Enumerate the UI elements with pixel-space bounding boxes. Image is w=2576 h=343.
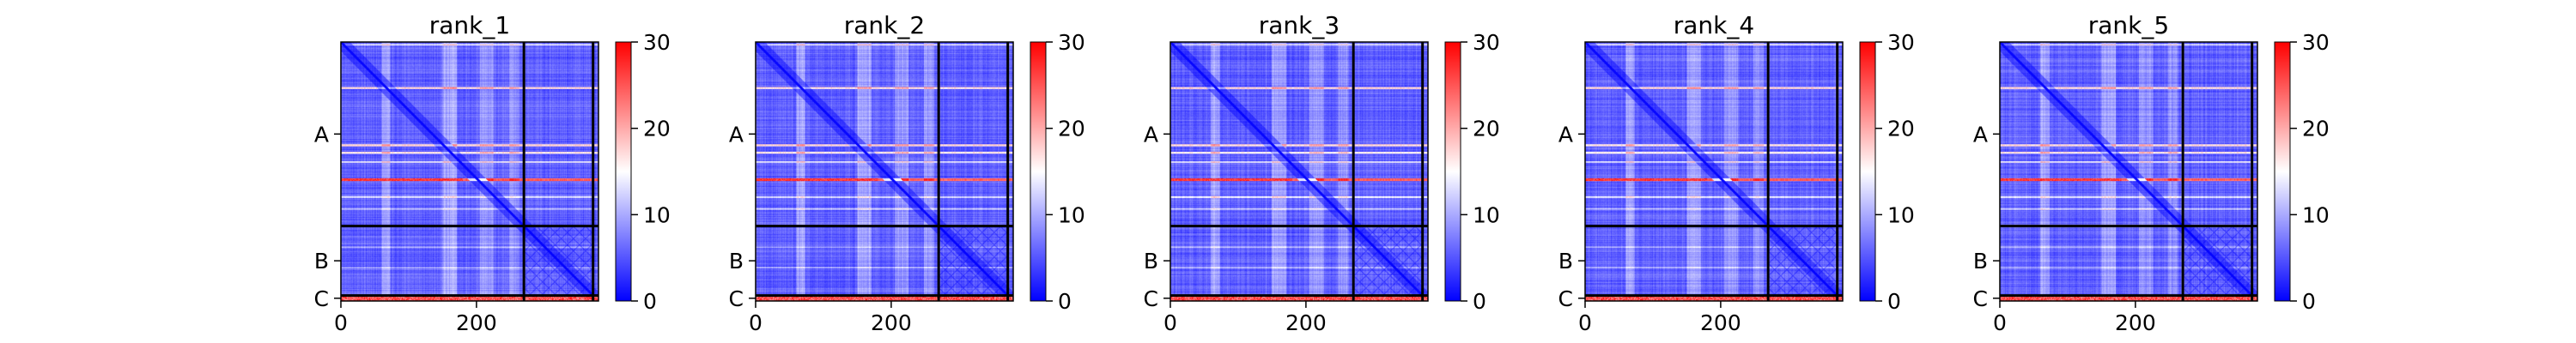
panel-title: rank_2 (844, 11, 925, 39)
colorbar-tick-label: 0 (1473, 289, 1486, 314)
chain-label: B (1973, 249, 1988, 274)
colorbar-tick-label: 30 (643, 30, 671, 55)
colorbar-tick-label: 30 (2302, 30, 2330, 55)
chain-label: A (1144, 122, 1158, 147)
plot-frame (1999, 41, 2258, 302)
chain-label: B (729, 249, 744, 274)
colorbar (1859, 41, 1876, 302)
chain-label: C (729, 286, 744, 311)
colorbar-tick-label: 20 (1473, 117, 1500, 141)
chain-label: A (314, 122, 329, 147)
x-tick-label: 0 (1993, 310, 2007, 335)
colorbar (1444, 41, 1461, 302)
colorbar-tick-label: 20 (2302, 117, 2330, 141)
panel-title: rank_5 (2088, 11, 2169, 39)
colorbar-tick-label: 20 (1887, 117, 1915, 141)
x-tick-label: 200 (2115, 310, 2156, 335)
colorbar-tick-label: 20 (643, 117, 671, 141)
plot-frame (755, 41, 1014, 302)
colorbar-tick-label: 10 (2302, 202, 2330, 227)
colorbar-tick-label: 0 (1887, 289, 1901, 314)
colorbar-tick-label: 10 (1473, 202, 1500, 227)
chain-label: A (729, 122, 744, 147)
chain-label: C (1558, 286, 1573, 311)
pae-heatmap (1170, 42, 1428, 301)
pae-heatmap (2000, 42, 2257, 301)
panel-title: rank_4 (1674, 11, 1754, 39)
chain-label: C (314, 286, 329, 311)
colorbar-tick-label: 30 (1058, 30, 1085, 55)
pae-heatmap (756, 42, 1013, 301)
colorbar-tick-label: 0 (643, 289, 657, 314)
plot-frame (340, 41, 599, 302)
colorbar-tick-label: 10 (1058, 202, 1085, 227)
plot-frame (1170, 41, 1429, 302)
colorbar-tick-label: 10 (643, 202, 671, 227)
colorbar-tick-label: 30 (1473, 30, 1500, 55)
colorbar-tick-label: 20 (1058, 117, 1085, 141)
x-tick-label: 0 (749, 310, 762, 335)
colorbar-tick-label: 10 (1887, 202, 1915, 227)
chain-label: C (1144, 286, 1158, 311)
pae-heatmap (341, 42, 598, 301)
colorbar (615, 41, 632, 302)
pae-heatmap (1585, 42, 1843, 301)
chain-label: C (1973, 286, 1988, 311)
colorbar-tick-label: 0 (1058, 289, 1072, 314)
x-tick-label: 0 (1578, 310, 1592, 335)
colorbar-tick-label: 0 (2302, 289, 2316, 314)
x-tick-label: 0 (334, 310, 348, 335)
x-tick-label: 0 (1163, 310, 1177, 335)
chain-label: B (314, 249, 329, 274)
colorbar-tick-label: 30 (1887, 30, 1915, 55)
chain-label: B (1558, 249, 1573, 274)
x-tick-label: 200 (1700, 310, 1741, 335)
panel-title: rank_3 (1259, 11, 1340, 39)
x-tick-label: 200 (871, 310, 912, 335)
chain-label: A (1558, 122, 1573, 147)
chain-label: B (1144, 249, 1158, 274)
colorbar (1030, 41, 1047, 302)
panel-title: rank_1 (429, 11, 510, 39)
x-tick-label: 200 (456, 310, 497, 335)
x-tick-label: 200 (1285, 310, 1327, 335)
chain-label: A (1973, 122, 1988, 147)
colorbar (2274, 41, 2291, 302)
plot-frame (1584, 41, 1844, 302)
